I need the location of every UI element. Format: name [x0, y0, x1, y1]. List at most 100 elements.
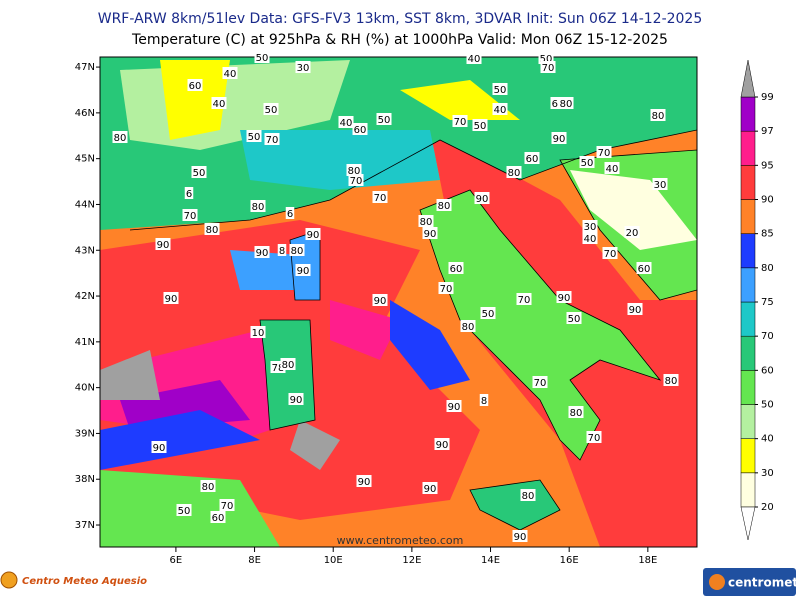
contour-label-text: 30	[297, 63, 310, 74]
contour-label-box	[219, 499, 235, 511]
left-logo-icon	[0, 571, 18, 589]
map-field	[100, 57, 697, 547]
y-tick-label: 40N	[75, 383, 95, 394]
colorbar-segment	[740, 233, 756, 269]
contour-label-box	[452, 115, 468, 127]
colorbar-segment	[740, 165, 756, 200]
contour-label-text: 70	[542, 63, 555, 74]
contour-label: 90	[254, 246, 270, 259]
contour-label-text: 90	[297, 266, 310, 277]
contour-label-box	[551, 132, 567, 144]
contour-label: 50	[263, 103, 279, 116]
contour-label-box	[650, 109, 666, 121]
contour-label-box	[280, 358, 296, 370]
contour-label-box	[289, 244, 305, 256]
contour-label-text: 80	[560, 99, 573, 110]
contour-label: 90	[163, 292, 179, 305]
contour-label-box	[187, 79, 203, 91]
contour-label-text: 40	[494, 105, 507, 116]
contour-label-text: 60	[354, 125, 367, 136]
contour-label: 70	[438, 282, 454, 295]
contour-label: 70	[452, 115, 468, 128]
contour-label-text: 6	[287, 209, 293, 220]
contour-label: 30	[652, 178, 668, 191]
contour-label-text: 78	[272, 363, 285, 374]
x-tick-label: 16E	[560, 555, 579, 566]
contour-label-text: 40	[468, 54, 481, 65]
right-logo-icon	[709, 574, 725, 590]
contour-label-box	[663, 374, 679, 386]
contour-label-box	[582, 232, 598, 244]
contour-label: 90	[155, 238, 171, 251]
x-tick-label: 10E	[324, 555, 343, 566]
contour-label-text: 70	[266, 135, 279, 146]
contour-label: 80	[663, 374, 679, 387]
contour-label-text: 50	[178, 506, 191, 517]
contour-label: 70	[219, 499, 235, 512]
contour-label-text: 70	[350, 176, 363, 187]
contour-label-text: 80	[206, 225, 219, 236]
contour-label-box	[376, 113, 392, 125]
contour-label-box	[250, 326, 266, 338]
contour-label: 40	[211, 97, 227, 110]
contour-label-text: 80	[252, 202, 265, 213]
contour-label-text: 50	[540, 54, 553, 65]
contour-label-box	[520, 489, 536, 501]
contour-label-text: 80	[522, 491, 535, 502]
contour-label: 80	[506, 166, 522, 179]
contour-label-box	[460, 320, 476, 332]
contour-label: 50	[579, 156, 595, 169]
contour-label-text: 80	[114, 133, 127, 144]
contour-label-text: 50	[256, 53, 269, 64]
contour-label-text: 90	[157, 240, 170, 251]
contour-label: 60	[636, 262, 652, 275]
contour-label: 70	[596, 146, 612, 159]
contour-label-box	[210, 511, 226, 523]
contour-label-text: 80	[291, 246, 304, 257]
contour-label: 50	[566, 312, 582, 325]
contour-label: 80	[418, 215, 434, 228]
contour-label-box	[448, 262, 464, 274]
contour-label: 50	[176, 504, 192, 517]
contour-label-box	[532, 376, 548, 388]
contour-label-text: 90	[424, 484, 437, 495]
contour-label-box	[479, 394, 489, 406]
contour-label-box	[604, 162, 620, 174]
contour-label: 70	[602, 247, 618, 260]
contour-label-text: 90	[307, 230, 320, 241]
y-tick-label: 38N	[75, 474, 95, 485]
contour-label-box	[155, 238, 171, 250]
contour-label: 60	[187, 79, 203, 92]
contour-label: 70	[540, 61, 556, 74]
contour-label: 20	[624, 226, 640, 239]
contour-label-text: 80	[570, 408, 583, 419]
contour-label: 50	[376, 113, 392, 126]
colorbar-segment	[740, 335, 756, 371]
contour-label-box	[264, 133, 280, 145]
contour-label-text: 50	[378, 115, 391, 126]
contour-label-text: 90	[553, 134, 566, 145]
contour-label: 90	[305, 228, 321, 241]
contour-label: 60	[524, 152, 540, 165]
contour-label-box	[112, 131, 128, 143]
contour-label-box	[540, 61, 556, 73]
contour-label-text: 40	[584, 234, 597, 245]
contour-label-text: 30	[584, 222, 597, 233]
contour-label-text: 60	[638, 264, 651, 275]
contour-label-box	[222, 67, 238, 79]
contour-label-text: 90	[436, 440, 449, 451]
contour-label: 40	[338, 116, 354, 129]
header-line1: WRF-ARW 8km/51lev Data: GFS-FV3 13km, SS…	[98, 11, 703, 27]
contour-label-box	[596, 146, 612, 158]
contour-label-box	[372, 191, 388, 203]
colorbar-label: 90	[761, 195, 774, 206]
contour-label-box	[263, 103, 279, 115]
right-logo-box	[703, 568, 796, 596]
contour-label: 50	[480, 307, 496, 320]
contour-label-text: 80	[665, 376, 678, 387]
colorbar-label: 99	[761, 92, 774, 103]
contour-label: 60	[352, 123, 368, 136]
contour-label-text: 90	[256, 248, 269, 259]
contour-label-box	[436, 199, 452, 211]
